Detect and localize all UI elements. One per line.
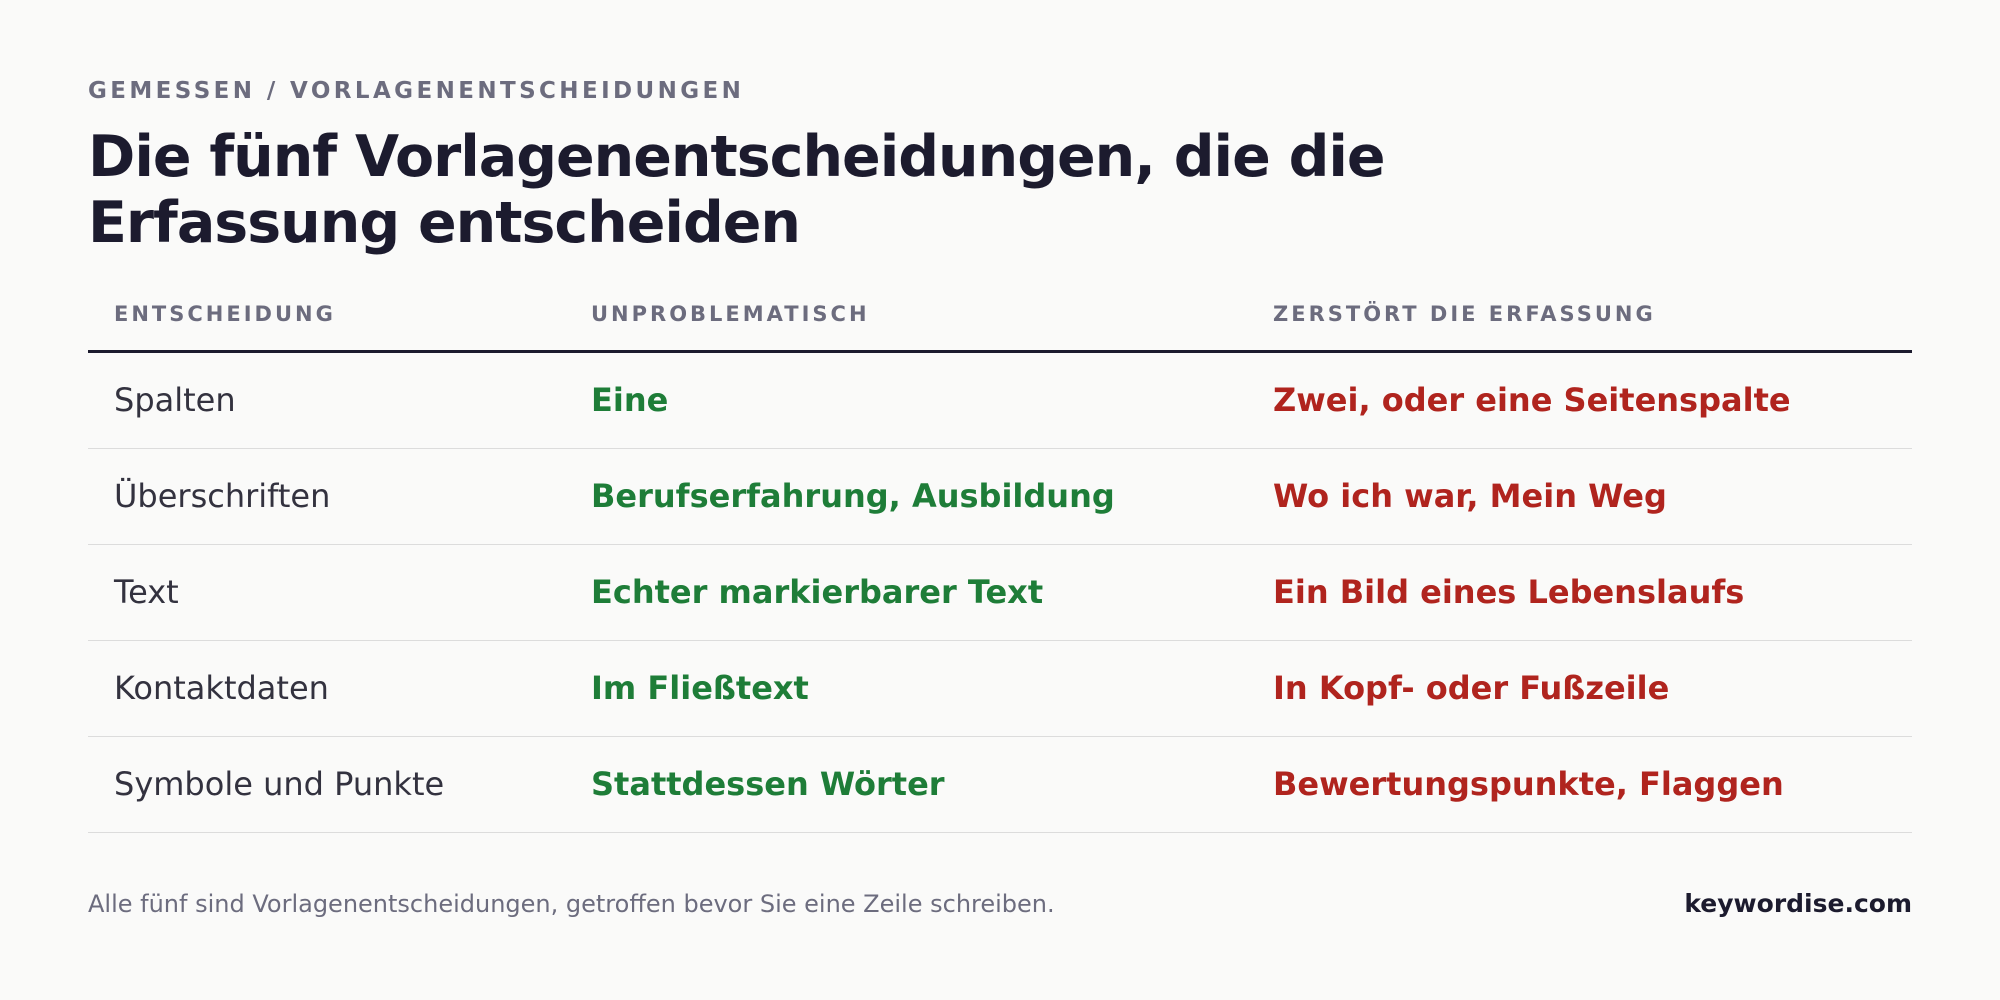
page-title: Die fünf Vorlagenentscheidungen, die die… xyxy=(88,124,1386,256)
unproblematic-cell: Eine xyxy=(591,381,669,419)
footnote: Alle fünf sind Vorlagenentscheidungen, g… xyxy=(88,890,1055,918)
brand-wordmark: keywordise.com xyxy=(1684,889,1912,918)
decision-cell: Symbole und Punkte xyxy=(114,765,445,803)
breaks-parsing-cell: Bewertungspunkte, Flaggen xyxy=(1273,765,1784,803)
breaks-parsing-cell: In Kopf- oder Fußzeile xyxy=(1273,669,1670,707)
unproblematic-cell: Im Fließtext xyxy=(591,669,809,707)
unproblematic-cell: Berufserfahrung, Ausbildung xyxy=(591,477,1115,515)
decision-cell: Spalten xyxy=(114,381,236,419)
footer: Alle fünf sind Vorlagenentscheidungen, g… xyxy=(88,889,1912,924)
breaks-parsing-cell: Zwei, oder eine Seitenspalte xyxy=(1273,381,1791,419)
eyebrow: GEMESSEN / VORLAGENENTSCHEIDUNGEN xyxy=(88,78,745,104)
decision-cell: Kontaktdaten xyxy=(114,669,329,707)
column-header-breaks-parsing: ZERSTÖRT DIE ERFASSUNG xyxy=(1273,302,1656,326)
decision-cell: Text xyxy=(114,573,179,611)
column-header-decision: ENTSCHEIDUNG xyxy=(114,302,336,326)
unproblematic-cell: Stattdessen Wörter xyxy=(591,765,945,803)
table-row: Symbole und Punkte Stattdessen Wörter Be… xyxy=(88,737,1912,833)
breaks-parsing-cell: Wo ich war, Mein Weg xyxy=(1273,477,1667,515)
breaks-parsing-cell: Ein Bild eines Lebenslaufs xyxy=(1273,573,1745,611)
table-row: Kontaktdaten Im Fließtext In Kopf- oder … xyxy=(88,641,1912,737)
unproblematic-cell: Echter markierbarer Text xyxy=(591,573,1044,611)
comparison-table: ENTSCHEIDUNG UNPROBLEMATISCH ZERSTÖRT DI… xyxy=(88,290,1912,833)
table-row: Text Echter markierbarer Text Ein Bild e… xyxy=(88,545,1912,641)
table-row: Überschriften Berufserfahrung, Ausbildun… xyxy=(88,449,1912,545)
table-row: Spalten Eine Zwei, oder eine Seitenspalt… xyxy=(88,353,1912,449)
decision-cell: Überschriften xyxy=(114,477,331,515)
column-header-unproblematic: UNPROBLEMATISCH xyxy=(591,302,870,326)
table-header: ENTSCHEIDUNG UNPROBLEMATISCH ZERSTÖRT DI… xyxy=(88,290,1912,353)
